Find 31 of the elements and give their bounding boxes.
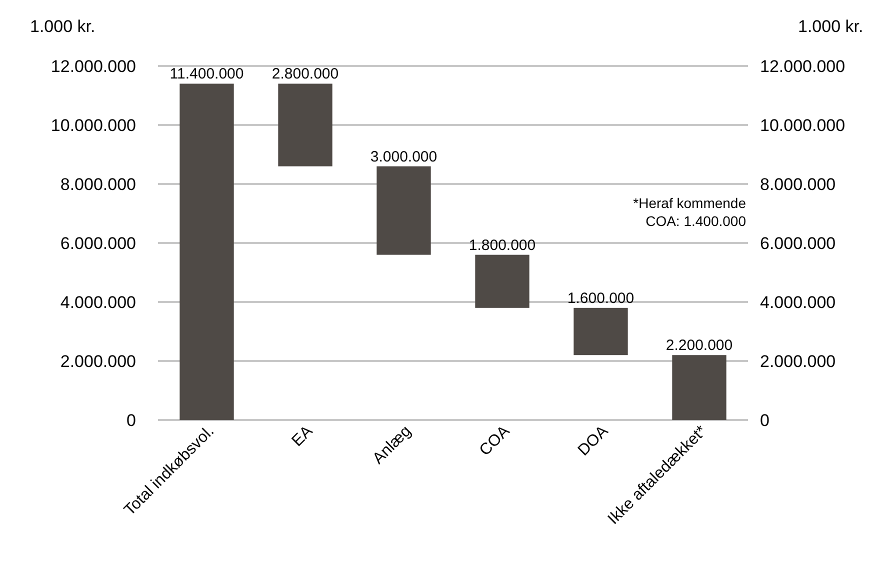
data-label: 11.400.000	[170, 66, 244, 83]
x-tick-label: EA	[288, 422, 316, 450]
data-label: 1.600.000	[567, 290, 634, 307]
y-tick-label: 0	[126, 410, 136, 430]
y-tick-label: 6.000.000	[60, 234, 136, 253]
y-tick-label: 8.000.000	[60, 174, 136, 194]
y-axis-title: 1.000 kr.	[30, 17, 96, 36]
y2-tick-label: 6.000.000	[760, 234, 836, 253]
bar	[180, 84, 234, 420]
data-label: 1.800.000	[468, 236, 536, 254]
bar	[376, 166, 431, 255]
y-tick-label: 12.000.000	[50, 56, 136, 76]
y2-tick-label: 4.000.000	[760, 292, 836, 312]
bar	[574, 308, 628, 356]
annotation: *Heraf kommende COA: 1.400.000	[633, 195, 746, 229]
data-label: 3.000.000	[370, 148, 438, 166]
data-label: 2.800.000	[272, 66, 339, 83]
y2-tick-label: 0	[760, 410, 770, 430]
y2-tick-label: 8.000.000	[760, 174, 836, 194]
y2-tick-label: 2.000.000	[760, 352, 836, 371]
y2-tick-label: 10.000.000	[760, 116, 846, 135]
data-label: 2.200.000	[666, 337, 733, 354]
bar	[672, 355, 726, 420]
y2-axis-title: 1.000 kr.	[798, 17, 864, 36]
bar	[278, 84, 332, 166]
y-tick-label: 10.000.000	[50, 116, 136, 135]
bar	[475, 254, 530, 308]
y-tick-label: 4.000.000	[60, 292, 136, 312]
x-tick-label: COA	[476, 422, 514, 460]
y2-tick-label: 12.000.000	[760, 56, 846, 76]
y-tick-label: 2.000.000	[60, 352, 136, 371]
